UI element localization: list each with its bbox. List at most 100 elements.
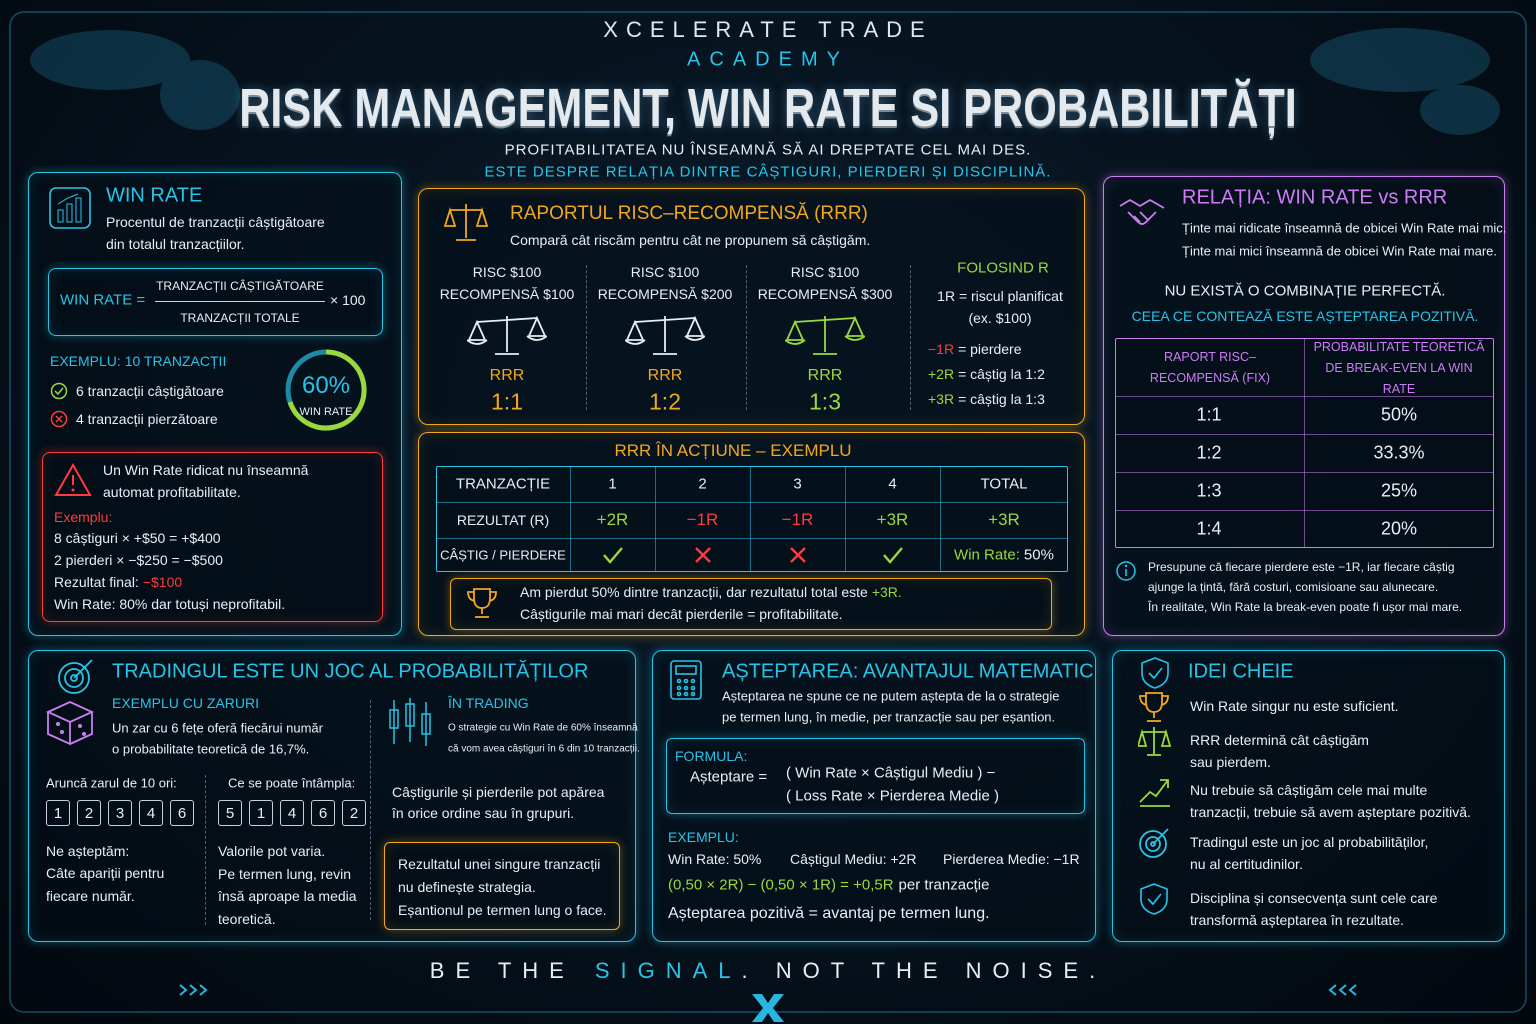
- win-icon: [50, 382, 68, 400]
- text-part: (0,50 × 2R) − (0,50 × 1R) = +0,5R: [668, 876, 894, 894]
- icon-part: [421, 713, 431, 735]
- brand: XCELERATE TRADE: [603, 17, 933, 42]
- icon-part: [683, 685, 689, 691]
- table-header: 3: [793, 475, 802, 493]
- icon-part: [1139, 779, 1169, 803]
- table-cell: 20%: [1380, 518, 1418, 539]
- panel-title: RAPORTUL RISC–RECOMPENSĂ (RRR): [510, 203, 868, 224]
- icon-part: [467, 588, 497, 618]
- icon-part: [50, 382, 68, 400]
- icon-part: [1328, 984, 1337, 996]
- icon-part: [1139, 828, 1169, 858]
- icon-part: [676, 685, 682, 691]
- trading-note-box: [384, 842, 620, 930]
- text-part: 50%: [1023, 546, 1054, 564]
- note-line: Am pierdut 50% dintre tranzacții, dar re…: [520, 584, 902, 600]
- text-part: Win Rate:: [954, 546, 1020, 564]
- icon-part: [1141, 657, 1169, 689]
- table-header: TOTAL: [980, 475, 1028, 493]
- fraction-line: [155, 301, 325, 302]
- key-idea-icon: [1138, 690, 1172, 724]
- scenario-risk: RISC $100: [790, 264, 860, 280]
- icon-part: [466, 315, 548, 355]
- icon-part: [49, 187, 91, 229]
- icon-part: [443, 204, 489, 241]
- using-r-item: −1R = pierdere: [928, 341, 1022, 357]
- text-part: = câștig la 1:2: [958, 366, 1045, 382]
- warning-icon: [54, 462, 92, 498]
- formula-box: [48, 268, 383, 336]
- dice-icon: [44, 696, 96, 746]
- main-title: RISK MANAGEMENT, WIN RATE SI PROBABILITĂ…: [239, 78, 1297, 138]
- icon-part: [45, 701, 95, 723]
- academy: ACADEMY: [687, 48, 849, 71]
- description-line: o probabilitate teoretică de 16,7%.: [112, 741, 310, 757]
- table-col-line: [1304, 338, 1305, 548]
- table-row-label: CÂȘTIG / PIERDERE: [440, 547, 566, 563]
- icon-part: [785, 319, 805, 341]
- icon-part: [488, 591, 497, 602]
- icon-part: [1152, 828, 1169, 845]
- icon-part: [1160, 779, 1169, 788]
- example-conclusion: Așteptarea pozitivă = avantaj pe termen …: [668, 905, 990, 922]
- key-ideas-panel: [1112, 650, 1505, 942]
- shield-icon: [1140, 656, 1170, 690]
- warning-calc-line: 8 câștiguri × +$50 = +$400: [54, 530, 221, 546]
- icon-part: [685, 315, 705, 337]
- example-item: Câștigul Mediu: +2R: [790, 851, 917, 867]
- expected-line: Câte apariții pentru: [46, 865, 165, 881]
- divider: [586, 265, 587, 410]
- icon-part: [882, 547, 903, 564]
- relation-statement: NU EXISTĂ O COMBINAȚIE PERFECTĂ.: [1164, 282, 1446, 300]
- trading-line: Câștigurile și pierderile pot apărea: [392, 784, 605, 800]
- icon-part: [690, 691, 696, 697]
- icon-part: [56, 722, 86, 736]
- loss-item: 4 tranzacții pierzătoare: [76, 411, 218, 427]
- scenario-ratio: 1:1: [491, 388, 523, 415]
- icon-part: [467, 588, 497, 618]
- handshake-icon: [1118, 194, 1166, 234]
- icon-part: [1140, 883, 1168, 915]
- rrr-panel: [418, 188, 1085, 425]
- icon-part: [845, 315, 865, 337]
- icon-part: [75, 197, 82, 223]
- info-icon: [1115, 560, 1137, 582]
- table-row-line: [1115, 510, 1494, 511]
- icon-part: [683, 691, 689, 697]
- warning-conclusion: Win Rate: 80% dar totuși neprofitabil.: [54, 596, 286, 612]
- icon-part: [1338, 984, 1347, 996]
- table-header: 4: [888, 475, 897, 493]
- example-label: EXEMPLU:: [668, 829, 739, 845]
- warning-line: Un Win Rate ridicat nu înseamnă: [103, 462, 309, 478]
- icon-part: [1119, 198, 1165, 225]
- text-part: SIGNAL: [594, 958, 742, 983]
- win-check: [602, 544, 624, 566]
- description-line: Procentul de tranzacții câștigătoare: [106, 214, 325, 230]
- loss-cross: [787, 544, 809, 566]
- text-part: per tranzacție: [898, 876, 990, 894]
- icon-part: [1124, 564, 1128, 568]
- icon-part: [1116, 561, 1136, 581]
- footer-chevrons: [179, 984, 1357, 996]
- key-idea-icon: [1138, 774, 1172, 808]
- icon-part: [670, 660, 702, 700]
- actual-line: însă aproape la media: [218, 888, 357, 904]
- icon-part: [179, 984, 188, 996]
- relation-line: Ținte mai mici înseamnă de obicei Win Ra…: [1182, 243, 1498, 259]
- scenario-risk: RISC $100: [630, 264, 700, 280]
- scenario-reward: RECOMPENSĂ $200: [597, 286, 733, 302]
- table-cell: 25%: [1380, 480, 1418, 501]
- icon-part: [467, 591, 476, 602]
- panel-title: AȘTEPTAREA: AVANTAJUL MATEMATIC: [722, 660, 1094, 683]
- footnote-line: În realitate, Win Rate la break-even poa…: [1148, 600, 1463, 614]
- formula-term: ( Win Rate × Câștigul Mediu ) −: [786, 764, 996, 782]
- icon-part: [1310, 28, 1490, 92]
- icon-part: [1145, 836, 1161, 852]
- trading-note-line: nu definește strategia.: [398, 879, 536, 895]
- icon-part: [1148, 667, 1163, 680]
- table-col-line: [655, 466, 656, 572]
- table-header: 2: [698, 475, 707, 493]
- scenario-ratio: 1:2: [649, 388, 681, 415]
